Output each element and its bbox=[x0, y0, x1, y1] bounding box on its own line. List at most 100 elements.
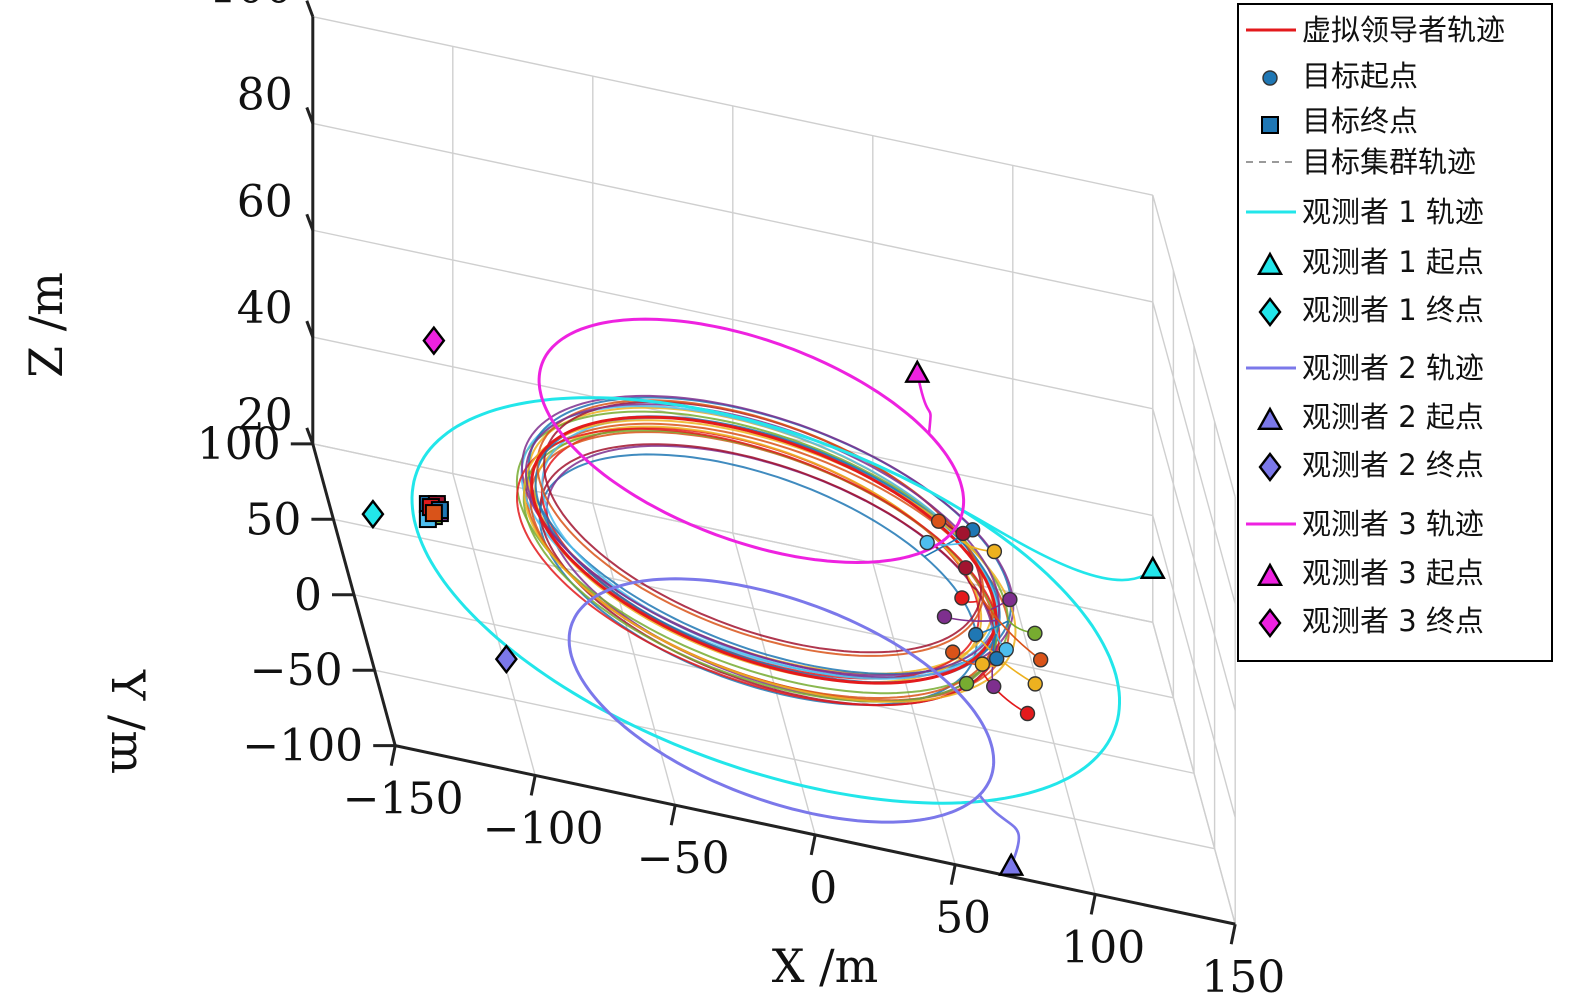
virtual-leader-trajectory bbox=[530, 415, 998, 685]
target-start-point bbox=[958, 560, 974, 576]
legend-entry-label: 观测者 3 轨迹 bbox=[1302, 507, 1484, 541]
z-tick bbox=[305, 0, 315, 18]
target-end-point bbox=[424, 504, 443, 523]
z-tick-label: 40 bbox=[237, 283, 293, 334]
x-tick bbox=[669, 804, 677, 826]
z-tick bbox=[305, 213, 315, 231]
legend-entry-label: 观测者 1 轨迹 bbox=[1302, 195, 1484, 229]
y-tick-label: 100 bbox=[197, 419, 281, 470]
x-tick-label: 150 bbox=[1201, 952, 1285, 1002]
legend-swatch-diamond bbox=[1258, 608, 1282, 638]
legend-entry-label: 目标终点 bbox=[1302, 104, 1418, 138]
target-start-point bbox=[986, 678, 1002, 695]
legend-entry-label: 观测者 3 起点 bbox=[1302, 556, 1484, 590]
floor-grid-line-y bbox=[333, 518, 1174, 699]
y-tick-label: −50 bbox=[250, 645, 343, 696]
target-transient bbox=[982, 599, 1042, 661]
legend-swatch-diamond bbox=[1258, 452, 1282, 482]
target-start-point bbox=[1019, 705, 1036, 722]
x-tick-label: 100 bbox=[1061, 922, 1145, 973]
x-tick-label: −150 bbox=[343, 774, 464, 825]
legend-entry-label: 目标起点 bbox=[1302, 59, 1418, 93]
legend-swatch-triangle bbox=[1256, 406, 1284, 430]
legend-entry-label: 观测者 2 轨迹 bbox=[1302, 351, 1484, 385]
marker-layer bbox=[361, 325, 1166, 876]
back-wall-grid-line-z bbox=[312, 122, 1153, 303]
target-start-point bbox=[988, 650, 1005, 667]
x-tick bbox=[1229, 923, 1237, 945]
back-wall-grid-line-z bbox=[312, 229, 1153, 410]
legend-entry-label: 观测者 3 终点 bbox=[1302, 604, 1484, 638]
target-start-point bbox=[974, 656, 991, 672]
legend-swatch-triangle bbox=[1256, 562, 1284, 586]
observer-3-start-point bbox=[904, 359, 931, 383]
y-tick-label: −100 bbox=[242, 721, 363, 772]
z-tick-label: 20 bbox=[237, 390, 293, 441]
z-tick bbox=[305, 320, 315, 338]
target-trajectory bbox=[515, 427, 1001, 707]
legend-entry-label: 目标集群轨迹 bbox=[1302, 145, 1476, 179]
target-start-point bbox=[1027, 676, 1043, 692]
z-tick bbox=[305, 427, 315, 445]
floor-grid-line-y bbox=[374, 669, 1215, 850]
observer-1-start-point bbox=[1139, 555, 1166, 579]
back-wall-grid-line-z bbox=[312, 15, 1153, 196]
right-wall-grid-line-z bbox=[1152, 622, 1236, 925]
legend-swatch-triangle bbox=[1256, 251, 1284, 275]
x-tick bbox=[389, 745, 397, 766]
axis-layer: −150−100−50050100150−100−500501002040608… bbox=[19, 0, 1285, 1002]
legend-swatch-diamond bbox=[1258, 297, 1282, 327]
target-trajectory bbox=[540, 427, 980, 680]
observer-3-end-point bbox=[422, 325, 446, 356]
z-axis-title: Z /m bbox=[19, 272, 73, 378]
legend-swatch-square bbox=[1261, 116, 1279, 134]
target-start-point bbox=[1002, 591, 1018, 608]
right-wall-grid-line-z bbox=[1152, 408, 1236, 711]
x-tick bbox=[809, 834, 817, 856]
target-start-point bbox=[945, 644, 961, 660]
x-tick-label: 0 bbox=[809, 863, 837, 914]
target-trajectory bbox=[525, 403, 1001, 677]
target-start-point bbox=[998, 641, 1014, 658]
y-tick-label: 50 bbox=[245, 494, 301, 545]
right-wall-grid-line-z bbox=[1152, 301, 1236, 604]
target-start-point bbox=[986, 543, 1003, 560]
x-tick-label: 50 bbox=[935, 893, 991, 944]
legend-entry-label: 观测者 1 终点 bbox=[1302, 293, 1484, 327]
target-start-point bbox=[968, 626, 984, 643]
right-wall-grid-line-z bbox=[1152, 194, 1236, 498]
observer-3-approach bbox=[916, 372, 932, 434]
x-tick bbox=[949, 864, 957, 885]
legend-entry-label: 观测者 2 终点 bbox=[1302, 448, 1484, 482]
right-wall-grid-line-z bbox=[1152, 515, 1236, 818]
observer-3-trajectory bbox=[537, 317, 966, 565]
target-start-point bbox=[958, 675, 975, 692]
x-axis-title: X /m bbox=[772, 939, 879, 993]
legend-entry-label: 虚拟领导者轨迹 bbox=[1302, 13, 1505, 47]
z-tick-label: 60 bbox=[237, 176, 293, 227]
observer-2-start-point bbox=[998, 852, 1025, 876]
observer-2-approach bbox=[978, 794, 1021, 867]
target-start-point bbox=[1032, 652, 1049, 668]
observer-2-trajectory bbox=[567, 577, 996, 824]
x-tick-label: −100 bbox=[483, 803, 604, 854]
target-start-point bbox=[954, 590, 970, 606]
target-trajectory bbox=[536, 399, 985, 657]
z-tick-label: 80 bbox=[237, 69, 293, 120]
z-tick-label: 100 bbox=[209, 0, 293, 14]
target-trajectory bbox=[515, 410, 1010, 695]
x-tick-label: −50 bbox=[637, 833, 730, 884]
target-start-point bbox=[955, 525, 971, 542]
observer-2-end-point bbox=[494, 644, 518, 675]
series-layer bbox=[410, 317, 1154, 867]
legend-entry-label: 观测者 2 起点 bbox=[1302, 400, 1484, 434]
target-trajectory bbox=[538, 453, 978, 706]
x-tick bbox=[529, 775, 537, 796]
observer-1-approach bbox=[960, 508, 1154, 582]
y-tick-label: 0 bbox=[294, 570, 322, 621]
legend-swatch-circle bbox=[1262, 70, 1278, 86]
target-start-point bbox=[919, 534, 935, 551]
